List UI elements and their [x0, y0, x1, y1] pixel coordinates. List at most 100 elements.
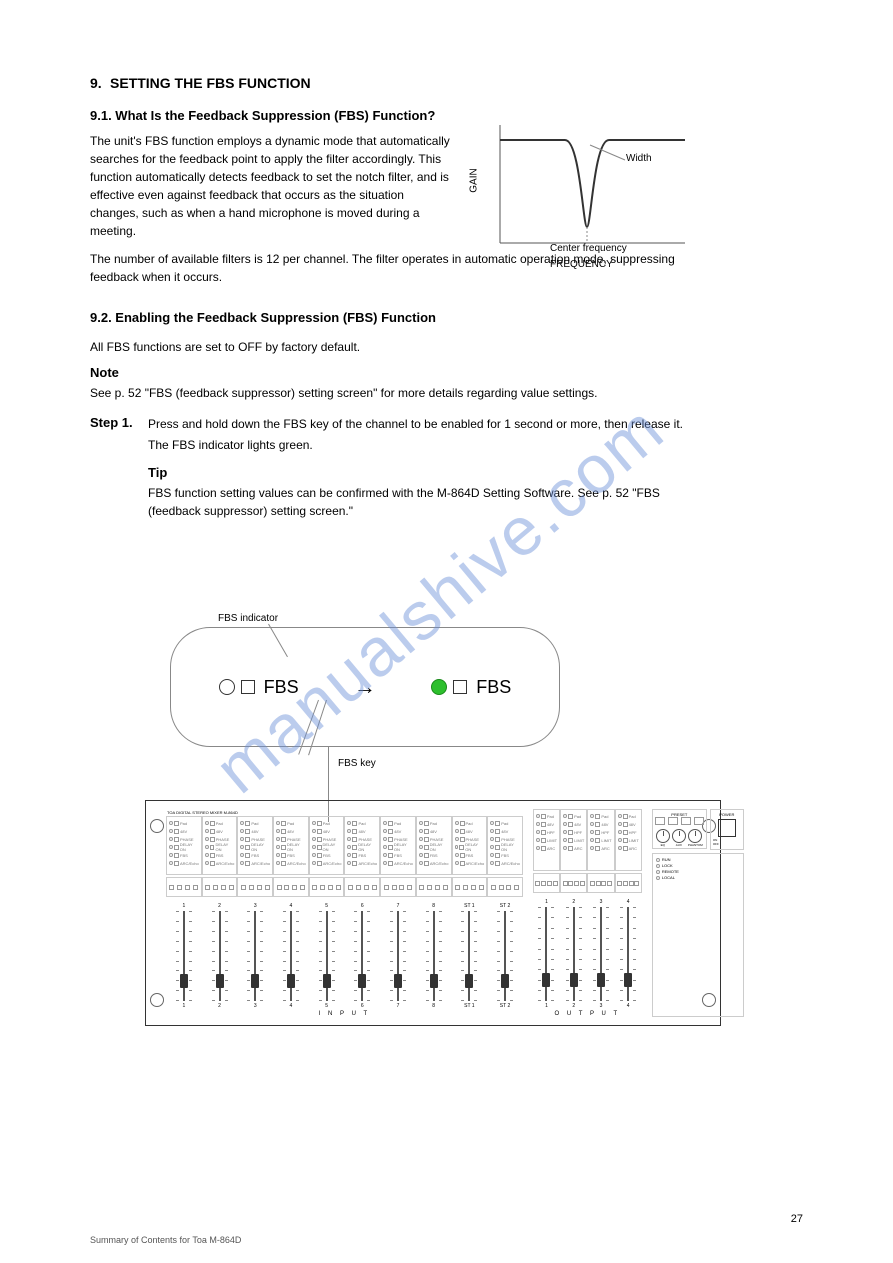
fader-knob[interactable] — [501, 974, 509, 988]
setting-key[interactable] — [541, 830, 546, 835]
assign-button[interactable] — [607, 881, 612, 886]
assign-button[interactable] — [241, 885, 246, 890]
assign-button[interactable] — [399, 885, 404, 890]
assign-button[interactable] — [221, 885, 226, 890]
setting-key[interactable] — [245, 853, 250, 858]
setting-key[interactable] — [281, 861, 286, 866]
setting-key[interactable] — [174, 845, 179, 850]
assign-button[interactable] — [617, 881, 622, 886]
setting-key[interactable] — [245, 821, 250, 826]
assign-button[interactable] — [463, 885, 468, 890]
setting-key[interactable] — [424, 837, 429, 842]
setting-key[interactable] — [317, 821, 322, 826]
setting-key[interactable] — [495, 829, 500, 834]
assign-button[interactable] — [336, 885, 341, 890]
assign-button[interactable] — [553, 881, 558, 886]
setting-key[interactable] — [317, 837, 322, 842]
setting-key[interactable] — [568, 846, 573, 851]
setting-key[interactable] — [388, 853, 393, 858]
setting-key[interactable] — [424, 861, 429, 866]
assign-button[interactable] — [320, 885, 325, 890]
power-button[interactable] — [718, 819, 736, 837]
setting-key[interactable] — [568, 830, 573, 835]
setting-key[interactable] — [174, 829, 179, 834]
setting-key[interactable] — [623, 814, 628, 819]
assign-button[interactable] — [205, 885, 210, 890]
setting-key[interactable] — [388, 837, 393, 842]
fader-knob[interactable] — [323, 974, 331, 988]
assign-button[interactable] — [213, 885, 218, 890]
setting-key[interactable] — [317, 829, 322, 834]
assign-button[interactable] — [547, 881, 552, 886]
fader-knob[interactable] — [465, 974, 473, 988]
fader-knob[interactable] — [287, 974, 295, 988]
setting-key[interactable] — [541, 838, 546, 843]
assign-button[interactable] — [193, 885, 198, 890]
setting-key[interactable] — [210, 853, 215, 858]
assign-button[interactable] — [265, 885, 270, 890]
assign-button[interactable] — [312, 885, 317, 890]
assign-button[interactable] — [277, 885, 282, 890]
setting-key[interactable] — [245, 861, 250, 866]
assign-button[interactable] — [629, 881, 634, 886]
setting-key[interactable] — [623, 846, 628, 851]
assign-button[interactable] — [392, 885, 397, 890]
assign-button[interactable] — [328, 885, 333, 890]
assign-button[interactable] — [514, 885, 519, 890]
setting-key[interactable] — [460, 861, 465, 866]
assign-button[interactable] — [568, 881, 573, 886]
setting-key[interactable] — [174, 853, 179, 858]
setting-key[interactable] — [245, 837, 250, 842]
setting-key[interactable] — [281, 829, 286, 834]
fader-knob[interactable] — [542, 973, 550, 987]
setting-key[interactable] — [317, 853, 322, 858]
assign-button[interactable] — [563, 881, 568, 886]
setting-key[interactable] — [460, 821, 465, 826]
setting-key[interactable] — [568, 838, 573, 843]
setting-key[interactable] — [174, 861, 179, 866]
fader-knob[interactable] — [570, 973, 578, 987]
setting-key[interactable] — [388, 845, 393, 850]
assign-button[interactable] — [384, 885, 389, 890]
setting-key[interactable] — [595, 822, 600, 827]
setting-key[interactable] — [541, 846, 546, 851]
assign-button[interactable] — [601, 881, 606, 886]
fader-knob[interactable] — [624, 973, 632, 987]
fader-knob[interactable] — [430, 974, 438, 988]
setting-key[interactable] — [388, 829, 393, 834]
fader-knob[interactable] — [251, 974, 259, 988]
setting-key[interactable] — [495, 821, 500, 826]
setting-key[interactable] — [495, 837, 500, 842]
setting-key[interactable] — [352, 845, 357, 850]
setting-key[interactable] — [210, 829, 215, 834]
assign-button[interactable] — [177, 885, 182, 890]
setting-key[interactable] — [424, 845, 429, 850]
setting-key[interactable] — [595, 830, 600, 835]
assign-button[interactable] — [491, 885, 496, 890]
assign-button[interactable] — [427, 885, 432, 890]
assign-button[interactable] — [443, 885, 448, 890]
assign-button[interactable] — [596, 881, 601, 886]
setting-key[interactable] — [459, 845, 464, 850]
setting-key[interactable] — [317, 861, 322, 866]
setting-key[interactable] — [568, 814, 573, 819]
setting-key[interactable] — [623, 830, 628, 835]
assign-button[interactable] — [284, 885, 289, 890]
setting-key[interactable] — [495, 861, 500, 866]
preset-button[interactable] — [655, 817, 665, 825]
setting-key[interactable] — [210, 821, 215, 826]
assign-button[interactable] — [185, 885, 190, 890]
setting-key[interactable] — [623, 838, 628, 843]
assign-button[interactable] — [249, 885, 254, 890]
setting-key[interactable] — [424, 821, 429, 826]
setting-key[interactable] — [495, 845, 500, 850]
assign-button[interactable] — [535, 881, 540, 886]
assign-button[interactable] — [356, 885, 361, 890]
assign-button[interactable] — [169, 885, 174, 890]
assign-button[interactable] — [574, 881, 579, 886]
setting-key[interactable] — [460, 829, 465, 834]
setting-key[interactable] — [352, 837, 357, 842]
assign-button[interactable] — [580, 881, 585, 886]
setting-key[interactable] — [541, 822, 546, 827]
setting-key[interactable] — [245, 829, 250, 834]
